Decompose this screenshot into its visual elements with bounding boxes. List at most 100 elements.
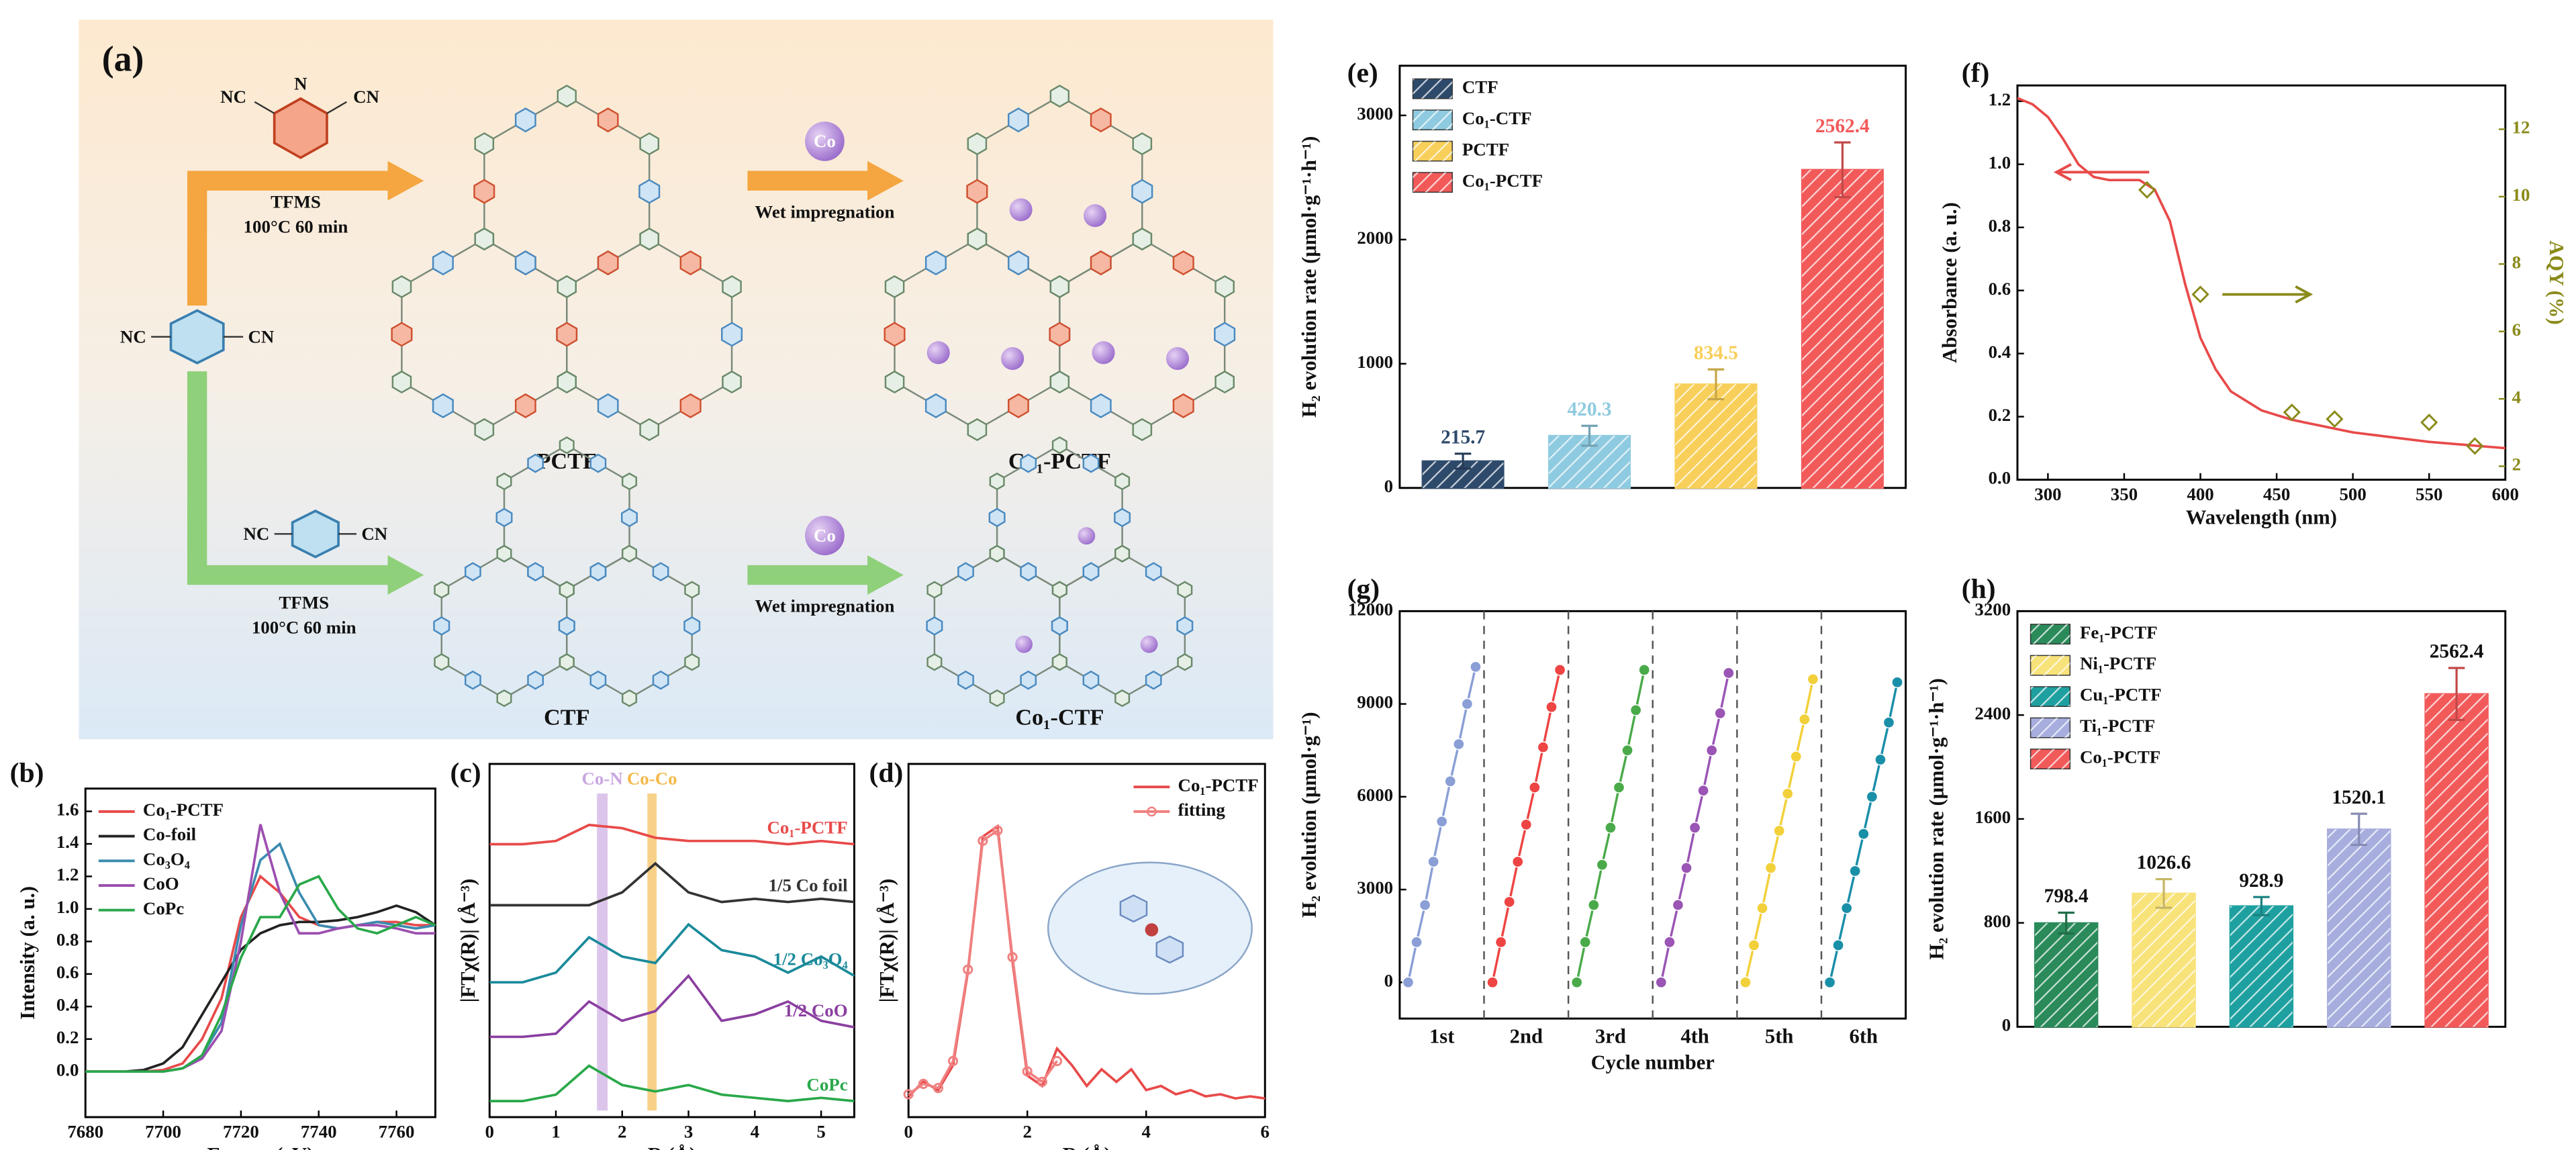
triazine [496, 689, 512, 708]
linker [1008, 250, 1029, 276]
marker [1705, 744, 1718, 757]
triazine [884, 370, 905, 394]
linker [652, 562, 669, 581]
panel-label: (a) [102, 38, 144, 79]
condition: 100°C 60 min [244, 216, 348, 236]
value-label: 2562.4 [1815, 115, 1870, 137]
x-tick-label: 400 [2187, 484, 2213, 504]
marker [1680, 861, 1692, 874]
bond [254, 101, 347, 114]
panel: (g) 0 3000 6000 9000 12000 Cycle number H₂ evol… [1298, 573, 1907, 1074]
linker [527, 453, 544, 473]
y2-tick-label: 2 [2512, 454, 2521, 475]
marker [1849, 865, 1862, 877]
linker [638, 179, 661, 204]
marker [1756, 902, 1768, 914]
triazine [496, 472, 512, 491]
series-line [489, 823, 855, 846]
linker [1131, 179, 1153, 204]
linker [884, 322, 906, 347]
y-tick-label: 0 [1384, 970, 1393, 990]
panel-label: (b) [10, 757, 44, 789]
linker [597, 107, 619, 133]
linker [652, 670, 669, 690]
legend-hatch [2030, 655, 2070, 675]
y-axis-label: Absorbance (a. u.) [1938, 202, 1961, 363]
triazine [684, 653, 700, 671]
y-tick-label: 0.6 [1989, 279, 2011, 299]
co-atom [1092, 341, 1115, 365]
metal: Co [814, 525, 836, 545]
linker [433, 616, 450, 636]
triazine [967, 228, 988, 251]
triazine [1214, 370, 1235, 394]
y-axis-label: |FTχ(R)| (Å⁻³) [457, 879, 479, 1003]
x-tick-label: 7680 [67, 1122, 103, 1142]
marker [1672, 899, 1684, 911]
x-tick-label: 4 [1142, 1122, 1151, 1142]
triazine [1177, 581, 1193, 599]
triazine [1114, 472, 1131, 491]
marker [1461, 698, 1474, 710]
series-line [908, 828, 1058, 1096]
band-label: Co-Co [627, 769, 677, 789]
step: Wet impregnation [755, 596, 894, 616]
triazine [722, 370, 742, 394]
bar-hatch [2230, 906, 2293, 1027]
x-tick-label: 7720 [223, 1122, 259, 1142]
y-tick-label: 0 [2002, 1015, 2011, 1035]
marker [1866, 791, 1878, 803]
co-atom [1165, 347, 1190, 371]
group: NC [120, 326, 146, 346]
marker [1688, 822, 1701, 834]
legend-hatch [1413, 141, 1453, 161]
y2-tick-label: 10 [2512, 185, 2530, 205]
panel: (d) 0 2 4 6 R (Å) |FTχ(R)| (Å⁻³) Co₁-PCTF fittin… [869, 757, 1269, 1150]
marker [2138, 181, 2156, 199]
x-tick-label: 4th [1680, 1025, 1709, 1048]
marker [1840, 902, 1853, 914]
panel-label: (h) [1962, 573, 1996, 605]
marker [1419, 899, 1431, 911]
series-line [489, 973, 855, 1039]
bar-hatch [1675, 384, 1757, 488]
marker [1722, 667, 1735, 679]
marker [1629, 704, 1642, 716]
marker [1529, 781, 1541, 794]
atom: N [294, 73, 307, 93]
series-label: Co₁-PCTF [767, 818, 848, 838]
product: CTF [544, 705, 590, 730]
x-axis-label: Wavelength (nm) [2186, 506, 2337, 528]
marker [1655, 976, 1668, 989]
reagent: TFMS [279, 593, 329, 613]
legend-label: Ni₁-PCTF [2080, 653, 2156, 673]
linker [432, 393, 454, 418]
marker [1832, 939, 1844, 951]
group: NC [243, 524, 269, 544]
marker [1799, 713, 1811, 726]
triazine [621, 544, 637, 563]
group: NC [220, 87, 246, 107]
linker [1082, 670, 1100, 690]
linker [957, 562, 974, 581]
x-tick-label: 500 [2339, 484, 2366, 504]
panel: (e) 0 1000 2000 3000 H₂ evolution rate (μmol·… [1298, 57, 1907, 496]
group: CN [361, 524, 387, 544]
marker [1037, 1076, 1047, 1088]
marker [1807, 673, 1819, 685]
x-tick-label: 6 [1261, 1122, 1270, 1142]
group: CN [248, 326, 275, 346]
marker [2420, 414, 2438, 432]
triazine [391, 275, 412, 299]
linker [1051, 616, 1068, 636]
legend-hatch [1413, 79, 1453, 99]
co-atom [1009, 198, 1033, 222]
linker [558, 616, 575, 636]
inset [1047, 861, 1253, 995]
benzene [291, 510, 340, 559]
legend-label: Co₁-PCTF [2080, 747, 2160, 767]
marker [933, 1083, 944, 1094]
triazine [967, 132, 988, 156]
triazine [1114, 689, 1131, 708]
triazine [722, 275, 742, 299]
